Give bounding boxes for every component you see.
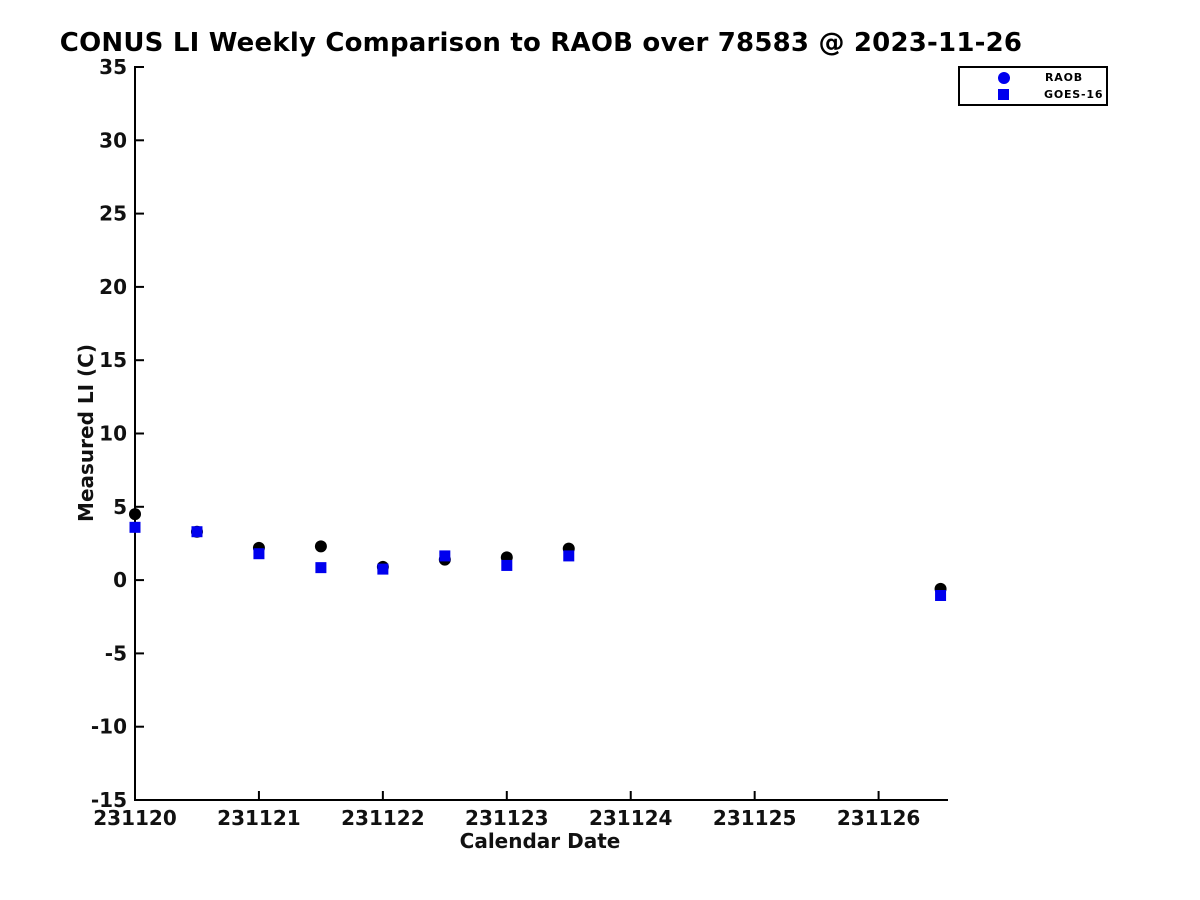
- x-tick-label: 231122: [341, 806, 425, 830]
- y-tick-label: 0: [113, 568, 127, 592]
- y-tick-label: -15: [91, 788, 127, 812]
- legend-row-goes16: GOES-16: [960, 87, 1106, 102]
- y-tick-label: 15: [99, 348, 127, 372]
- x-tick-label: 231125: [713, 806, 797, 830]
- x-axis-label: Calendar Date: [459, 829, 621, 853]
- goes16-square-icon: [998, 89, 1009, 100]
- y-tick-label: 20: [99, 275, 127, 299]
- x-tick-label: 231121: [217, 806, 301, 830]
- y-tick-label: 5: [113, 495, 127, 519]
- y-tick-label: -5: [105, 641, 127, 665]
- legend-label-goes16: GOES-16: [1044, 88, 1104, 101]
- goes16-data-point: [439, 550, 451, 562]
- goes16-data-point: [501, 559, 513, 571]
- raob-circle-icon: [998, 71, 1010, 84]
- y-tick-label: 25: [99, 202, 127, 226]
- goes16-data-point: [377, 563, 389, 575]
- x-tick-label: 231123: [465, 806, 549, 830]
- goes16-data-point: [563, 550, 575, 562]
- raob-data-point: [314, 540, 327, 553]
- goes16-data-point: [129, 521, 141, 533]
- goes16-data-point: [191, 526, 203, 538]
- raob-data-point: [129, 508, 141, 521]
- y-tick-label: -10: [91, 715, 127, 739]
- legend-label-raob: RAOB: [1045, 71, 1083, 84]
- y-tick-label: 35: [99, 55, 127, 79]
- y-tick-label: 10: [99, 422, 127, 446]
- y-tick-label: 30: [99, 128, 127, 152]
- goes16-data-point: [935, 589, 947, 601]
- x-tick-label: 231124: [589, 806, 673, 830]
- legend-row-raob: RAOB: [960, 70, 1106, 85]
- legend: RAOB GOES-16: [958, 66, 1108, 106]
- goes16-data-point: [315, 562, 327, 574]
- goes16-data-point: [253, 548, 265, 560]
- chart-title: CONUS LI Weekly Comparison to RAOB over …: [59, 28, 1023, 58]
- x-tick-label: 231120: [93, 806, 177, 830]
- x-tick-label: 231126: [837, 806, 921, 830]
